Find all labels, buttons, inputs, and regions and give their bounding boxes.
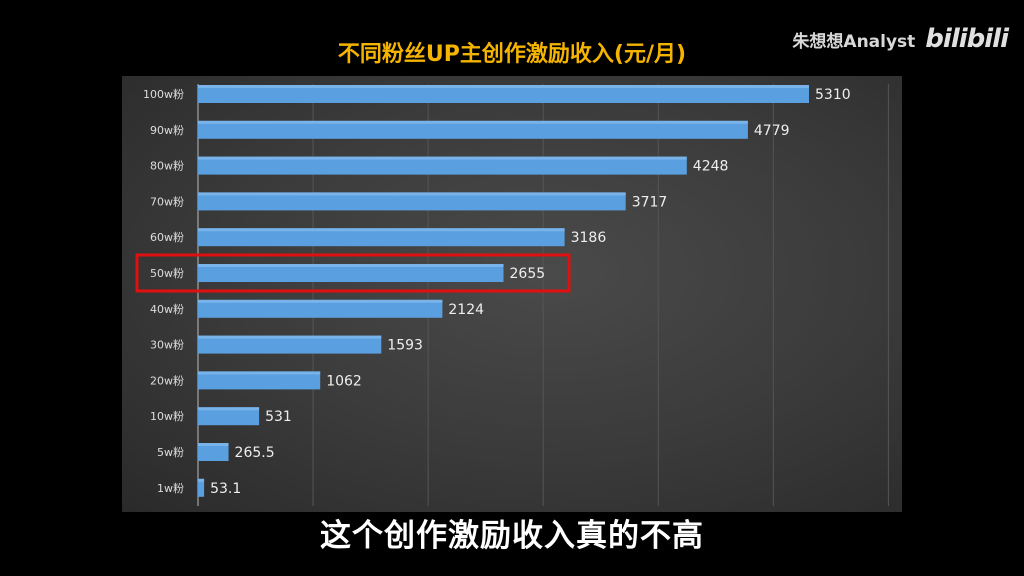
category-label: 70w粉 (150, 195, 184, 208)
data-label: 1062 (326, 373, 362, 389)
bar (198, 192, 626, 211)
category-label: 90w粉 (150, 124, 184, 137)
category-label: 1w粉 (157, 482, 184, 495)
data-label: 53.1 (210, 481, 241, 497)
data-label: 265.5 (235, 445, 275, 461)
category-label: 30w粉 (150, 339, 184, 352)
chart-panel: 100w粉 5310 90w粉 4779 80w粉 4248 70w粉 3717 60w粉 318… (122, 76, 902, 512)
category-label: 10w粉 (150, 410, 184, 423)
bar (198, 443, 229, 461)
data-label: 2124 (448, 302, 484, 318)
data-label: 1593 (387, 338, 423, 354)
bar (198, 407, 260, 426)
data-label: 4779 (754, 123, 790, 139)
bar-highlight (198, 156, 687, 160)
bar (198, 371, 321, 390)
bar-highlight (198, 192, 626, 196)
bar-highlight (198, 85, 809, 88)
data-label: 531 (265, 409, 292, 425)
bar (198, 299, 443, 318)
data-label: 3186 (571, 230, 607, 246)
data-label: 5310 (815, 87, 851, 103)
bar (198, 120, 748, 139)
bar-highlight (198, 228, 565, 232)
channel-name: 朱想想Analyst (792, 31, 916, 52)
chart-title: 不同粉丝UP主创作激励收入(元/月) (337, 42, 687, 67)
category-label: 20w粉 (150, 374, 184, 387)
bar (198, 85, 809, 103)
category-label: 5w粉 (157, 446, 184, 459)
category-label: 80w粉 (150, 160, 184, 173)
video-subtitle: 这个创作激励收入真的不高 (320, 518, 704, 554)
bar (198, 478, 205, 497)
watermark: 朱想想Analyst bilibili (792, 24, 1009, 54)
category-label: 50w粉 (150, 267, 184, 280)
bar-highlight (198, 264, 504, 267)
data-label: 3717 (632, 194, 668, 210)
data-label: 4248 (693, 159, 729, 175)
bar-highlight (198, 371, 321, 375)
bar (198, 228, 565, 247)
bar-chart: 100w粉 5310 90w粉 4779 80w粉 4248 70w粉 3717 60w粉 318… (135, 84, 889, 506)
bar (198, 335, 382, 354)
bar-highlight (198, 443, 229, 446)
bar (198, 264, 504, 282)
bar-highlight (198, 407, 260, 411)
bar (198, 156, 687, 175)
category-label: 100w粉 (143, 88, 184, 101)
data-label: 2655 (510, 266, 546, 282)
bilibili-logo: bilibili (925, 24, 1009, 54)
bar-highlight (198, 478, 205, 482)
bar-highlight (198, 335, 382, 339)
bar-highlight (198, 120, 748, 124)
bar-highlight (198, 299, 443, 303)
highlight-box (135, 253, 571, 293)
category-label: 40w粉 (150, 303, 184, 316)
category-label: 60w粉 (150, 231, 184, 244)
